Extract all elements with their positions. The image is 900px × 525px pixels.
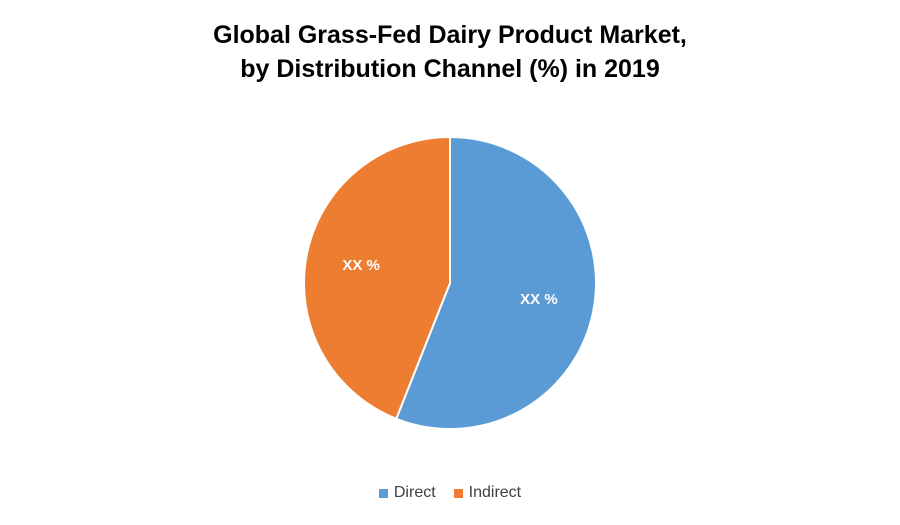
legend-label-indirect: Indirect <box>468 484 522 501</box>
chart-title-line-1: Global Grass-Fed Dairy Product Market, <box>213 21 687 49</box>
legend-swatch-indirect <box>453 488 463 498</box>
legend-item-indirect: Indirect <box>453 484 522 502</box>
legend-swatch-direct <box>378 488 388 498</box>
pie-data-labels: XX % XX % <box>342 257 557 308</box>
pie-slice-direct <box>394 135 597 430</box>
legend: Direct Indirect <box>0 484 900 502</box>
chart-title: Global Grass-Fed Dairy Product Market, b… <box>0 18 900 86</box>
legend-label-direct: Direct <box>393 484 436 501</box>
chart-title-line-2: by Distribution Channel (%) in 2019 <box>240 55 660 83</box>
data-label-direct: XX % <box>520 291 558 308</box>
legend-item-direct: Direct <box>378 484 436 502</box>
pie-slice-indirect <box>303 135 451 421</box>
pie-slices <box>303 135 597 430</box>
data-label-indirect: XX % <box>342 257 380 274</box>
